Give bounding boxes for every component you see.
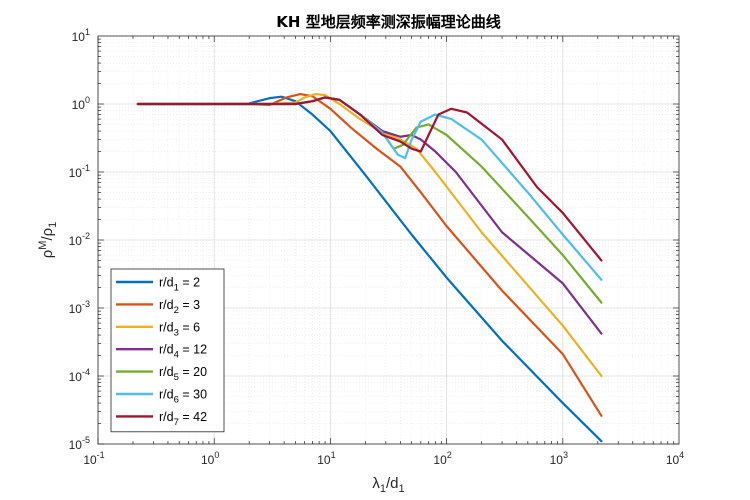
x-axis-label: λ1/d1 <box>372 475 404 495</box>
ticks <box>97 36 679 445</box>
series-line-1 <box>136 95 603 443</box>
legend-label-5: r/d5 = 20 <box>159 365 207 383</box>
chart-title: KH 型地层频率测深振幅理论曲线 <box>276 13 500 31</box>
tick-labels: 10-1 100 101 102 103 104 10-5 10-4 10-3 10-2 10-1 1… <box>69 27 685 467</box>
legend-label-6: r/d6 = 30 <box>159 388 207 406</box>
legend: r/d1 = 2 r/d2 = 3 r/d3 = 6 r/d4 = 12 r/d5 = … <box>110 268 225 433</box>
legend-label-1: r/d1 = 2 <box>159 276 200 294</box>
legend-label-4: r/d4 = 12 <box>159 343 207 361</box>
x-tick-label: 102 <box>433 450 451 467</box>
y-tick-label: 10-2 <box>69 231 90 248</box>
legend-label-3: r/d3 = 6 <box>159 320 200 338</box>
y-tick-label: 10-5 <box>69 435 90 452</box>
legend-label-2: r/d2 = 3 <box>159 298 200 316</box>
x-tick-label: 103 <box>550 450 568 467</box>
y-tick-label: 10-3 <box>69 299 90 316</box>
series-group <box>136 92 603 443</box>
legend-label-7: r/d7 = 42 <box>159 410 207 428</box>
y-tick-label: 10-4 <box>69 367 90 384</box>
x-tick-label: 100 <box>201 450 219 467</box>
y-tick-label: 101 <box>72 27 90 44</box>
y-tick-label: 100 <box>72 95 90 112</box>
y-tick-label: 10-1 <box>69 163 90 180</box>
y-axis-label: ρM/ρ1 <box>37 222 59 259</box>
series-line-7 <box>136 96 603 262</box>
x-tick-label: 10-1 <box>83 450 104 467</box>
x-tick-label: 101 <box>317 450 335 467</box>
x-tick-label: 104 <box>666 450 684 467</box>
